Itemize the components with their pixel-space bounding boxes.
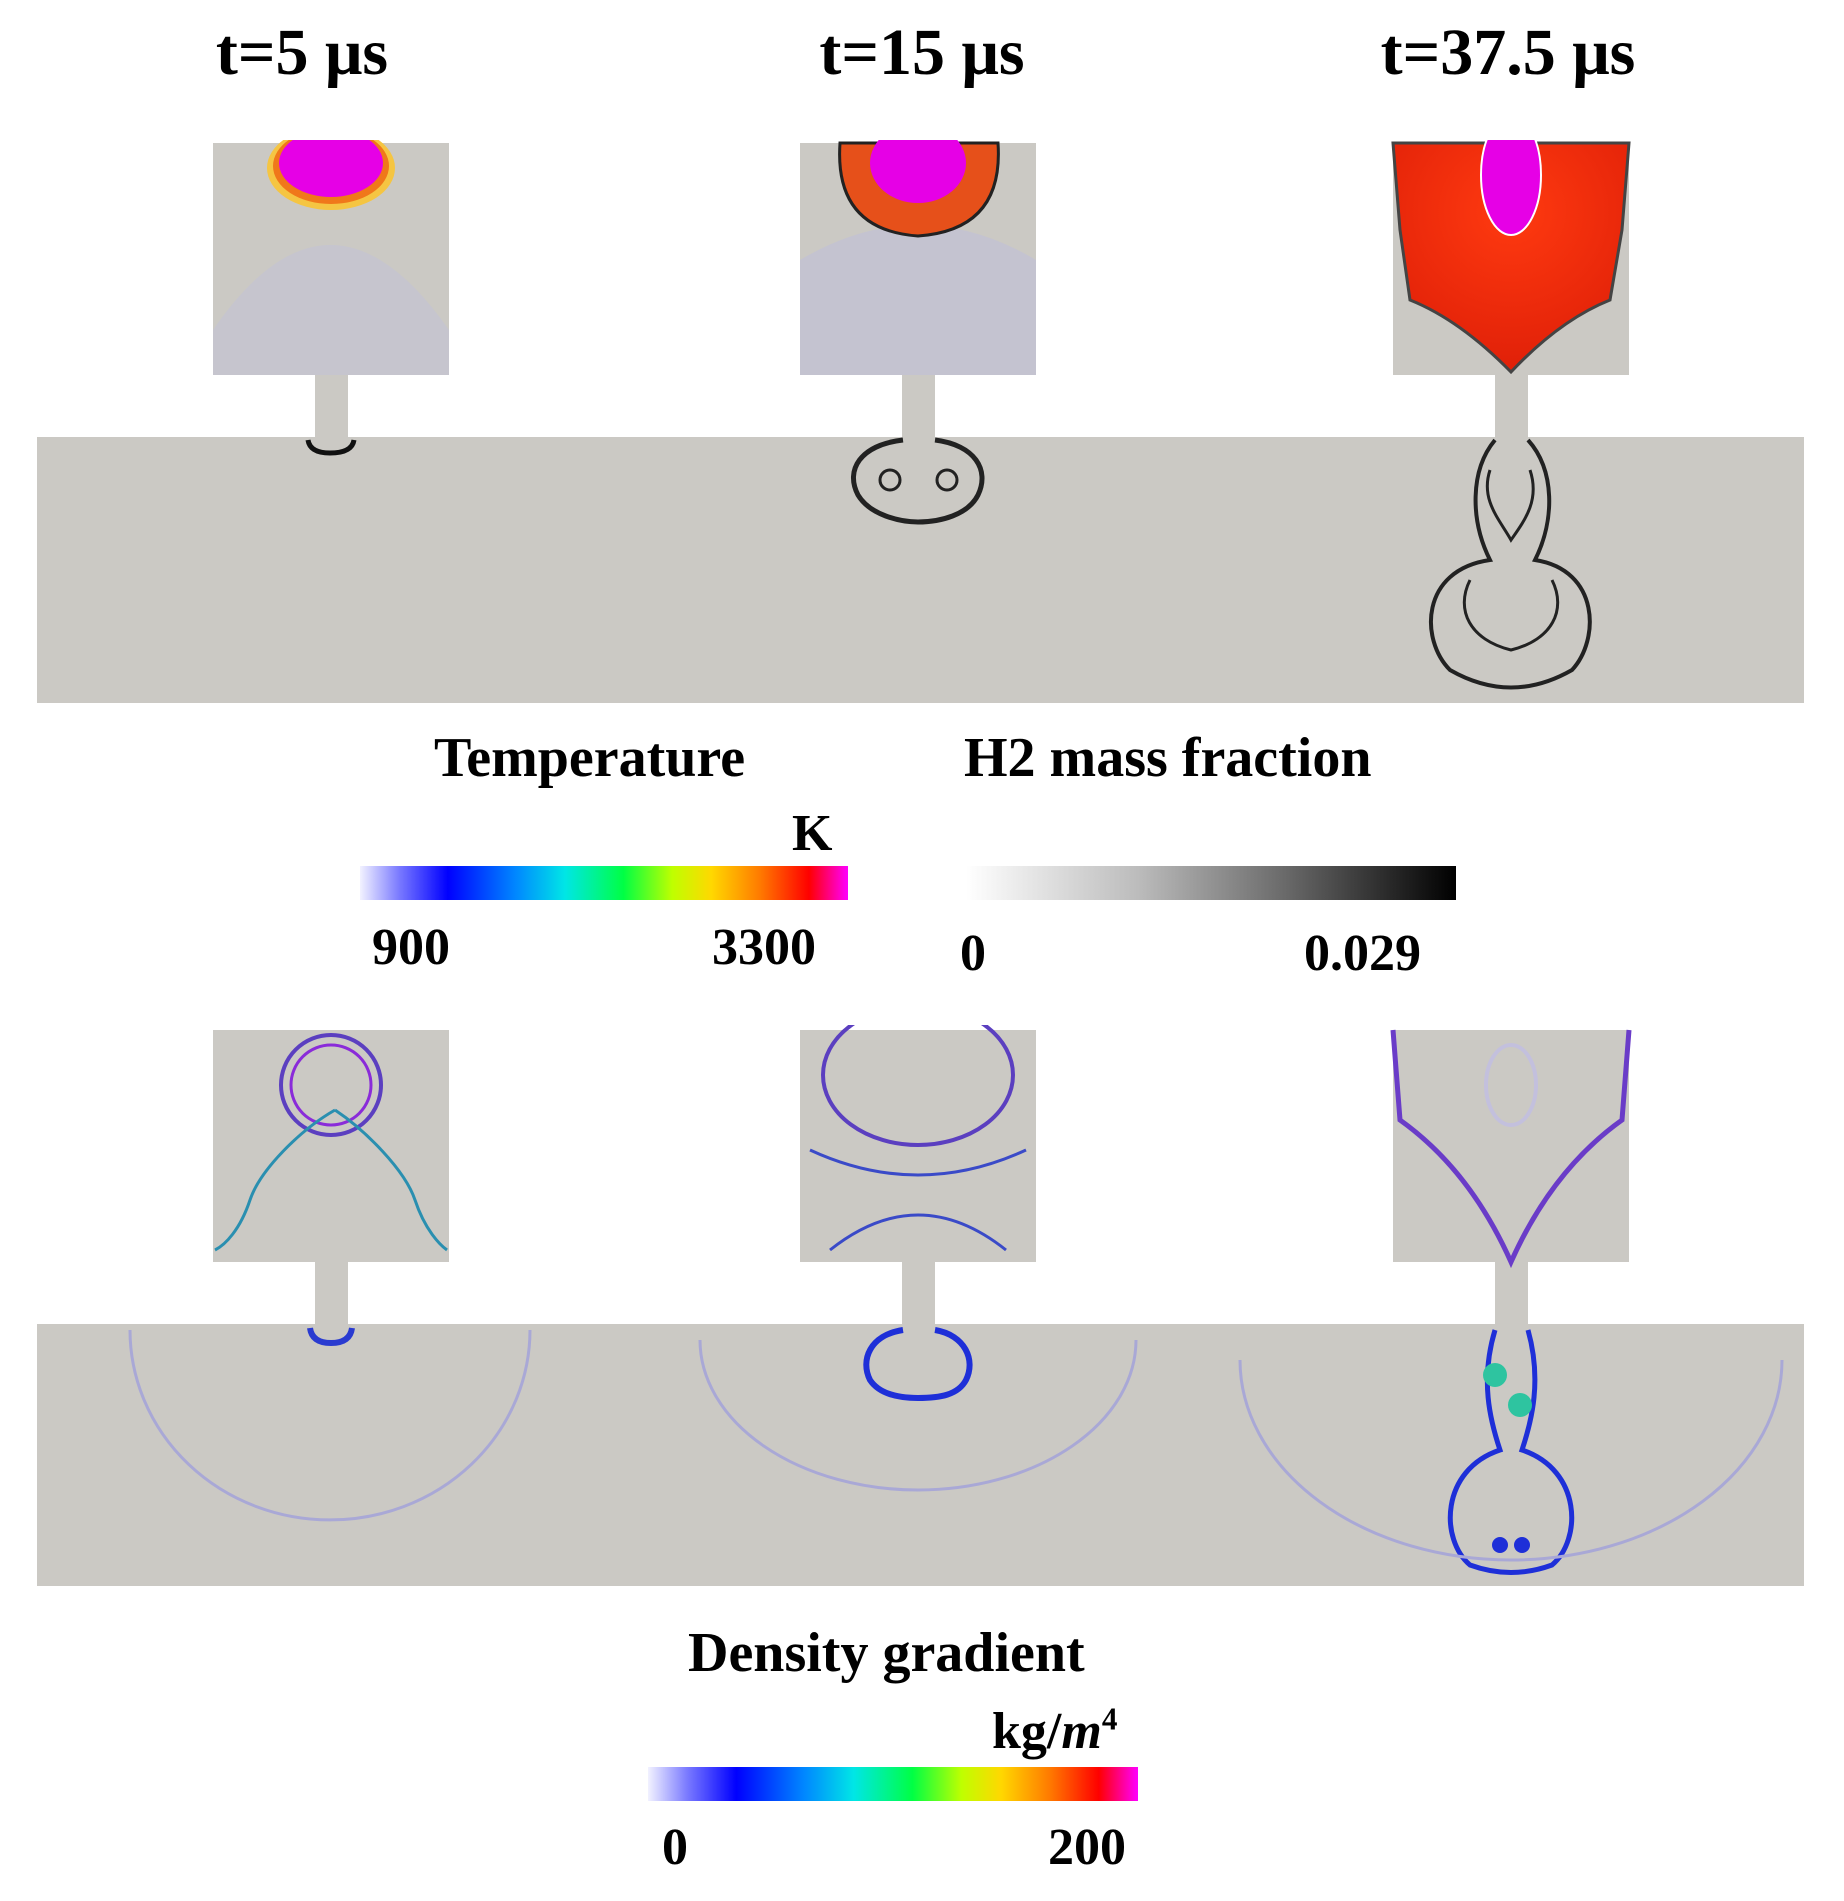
dens-chamber-5us <box>213 1030 449 1262</box>
dens-ring-15us <box>821 1025 1015 1147</box>
h2-vortex-right-15us <box>935 468 959 492</box>
temperature-title: Temperature <box>434 727 746 789</box>
dens-core-37-5us <box>1484 1043 1538 1127</box>
nozzle-37-5us <box>1495 375 1528 437</box>
temperature-colorbar <box>360 866 848 900</box>
dens-domain-15us <box>624 1324 1212 1586</box>
temperature-min-label: 900 <box>372 919 450 976</box>
temperature-unit: K <box>792 805 833 862</box>
dens-nozzle-37-5us <box>1495 1262 1528 1324</box>
dens-domain-5us <box>37 1324 624 1586</box>
dens-wave-5us <box>128 1329 532 1522</box>
nozzle-15us <box>902 375 935 437</box>
dens-vortex-15us <box>863 1327 973 1402</box>
h2-max-label: 0.029 <box>1304 925 1421 982</box>
h2-mass-fraction-title: H2 mass fraction <box>964 727 1372 789</box>
shock-haze-5us <box>213 245 449 375</box>
dens-eddy-3-37-5us <box>1492 1537 1508 1553</box>
density-gradient-field-row <box>37 1025 1804 1586</box>
dens-panel-37-5us <box>1212 1029 1804 1586</box>
temp-panel-5us <box>37 140 624 703</box>
h2-vortex-left-15us <box>878 468 902 492</box>
hot-core-37-5us <box>1480 140 1542 236</box>
dens-ring-outer-5us <box>279 1033 383 1137</box>
dens-wave-15us <box>698 1339 1138 1492</box>
dens-eddy-1-37-5us <box>1483 1363 1507 1387</box>
dens-ring-inner-5us <box>289 1043 373 1127</box>
density-max-label: 200 <box>1048 1819 1126 1876</box>
shock-haze-15us <box>800 225 1036 375</box>
h2-mass-fraction-colorbar <box>966 866 1456 900</box>
dens-panel-5us <box>37 1030 624 1586</box>
dens-nozzle-front-5us <box>307 1327 355 1347</box>
h2-plume-inner-37-5us <box>1462 469 1560 652</box>
density-gradient-unit: kg/m4 <box>992 1703 1117 1760</box>
time-label-15us: t=15 μs <box>819 16 1025 89</box>
density-min-label: 0 <box>662 1819 688 1876</box>
density-unit-exponent: 4 <box>1101 1701 1118 1737</box>
time-label-5us: t=5 μs <box>215 16 389 89</box>
hot-core-5us <box>279 140 383 197</box>
dens-wave-37-5us <box>1238 1359 1784 1562</box>
dens-domain-37-5us <box>1212 1324 1804 1586</box>
dens-flame-front-37-5us <box>1390 1029 1632 1269</box>
temperature-max-label: 3300 <box>712 919 816 976</box>
domain-15us <box>624 437 1212 703</box>
temp-panel-37-5us <box>1212 140 1804 703</box>
dens-nozzle-5us <box>315 1262 348 1324</box>
density-gradient-colorbar <box>648 1767 1138 1801</box>
h2-plume-37-5us <box>1429 438 1592 690</box>
h2-front-5us <box>305 439 357 456</box>
dens-nozzle-15us <box>902 1262 935 1324</box>
dens-panel-15us <box>624 1025 1212 1586</box>
dens-shock-5us <box>214 1108 448 1252</box>
dens-plume-37-5us <box>1447 1329 1575 1575</box>
dens-eddy-2-37-5us <box>1508 1393 1532 1417</box>
h2-min-label: 0 <box>960 925 986 982</box>
h2-vortex-15us <box>851 437 985 525</box>
dens-shock-15us <box>809 1148 1027 1252</box>
temperature-field-row <box>37 140 1804 703</box>
density-unit-base: kg/ <box>992 1703 1062 1760</box>
density-unit-var: m <box>1061 1703 1102 1760</box>
time-label-37-5us: t=37.5 μs <box>1380 16 1636 89</box>
domain-37-5us <box>1212 437 1804 703</box>
density-gradient-title: Density gradient <box>688 1622 1085 1684</box>
hot-core-15us <box>870 140 966 203</box>
temp-panel-15us <box>624 140 1212 703</box>
flame-37-5us <box>1391 141 1631 375</box>
dens-eddy-4-37-5us <box>1514 1537 1530 1553</box>
domain-5us <box>37 437 624 703</box>
nozzle-5us <box>315 375 348 437</box>
